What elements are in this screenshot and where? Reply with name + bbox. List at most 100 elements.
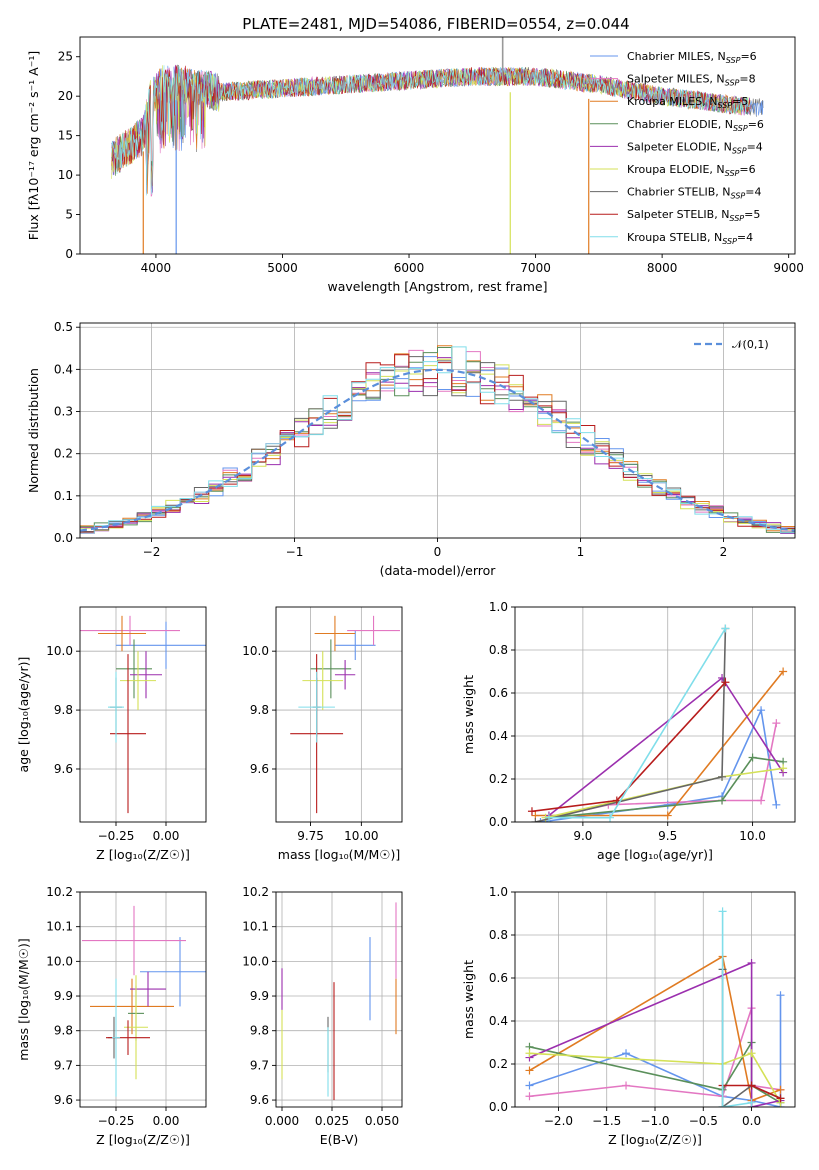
weight-line-chabrier-stelib [535, 628, 727, 822]
weight-marker [718, 1103, 727, 1107]
weight-line-salpeter-elodie [529, 961, 781, 1107]
y-tick-label: 9.6 [54, 762, 73, 776]
y-tick-label: 0.0 [489, 1100, 508, 1114]
y-axis-label: mass [log₁₀(M/M☉)] [16, 938, 31, 1060]
x-tick-label: 9000 [773, 261, 804, 275]
x-axis-label: age [log₁₀(age/yr)] [597, 847, 713, 862]
errorbar-point [130, 651, 162, 699]
y-axis-label: mass weight [461, 960, 476, 1039]
weight-marker [531, 818, 540, 822]
y-tick-label: 0.2 [489, 772, 508, 786]
weight-marker [718, 772, 727, 781]
weight-marker [747, 1081, 756, 1090]
x-tick-label: 1 [577, 545, 585, 559]
errorbar-point [116, 639, 152, 699]
y-tick-label: 9.6 [54, 1093, 73, 1107]
spectrum-plot-area [111, 37, 764, 254]
weight-marker [718, 907, 727, 916]
residual_hist-panel: 𝒩(0,1) −2 −1 0 1 2 0.0 0.1 0.2 0.3 0.4 0.5 (data-mod… [26, 320, 796, 578]
x-tick-label: 0 [434, 545, 442, 559]
errorbar-point [82, 905, 186, 976]
legend-label: Chabrier MILES, NSSP=6 [627, 50, 757, 65]
weight-marker [622, 1049, 631, 1058]
weight-line-chabrier-elodie [548, 756, 784, 819]
x-tick-label: 0.025 [315, 1114, 349, 1128]
weight-marker [779, 667, 788, 676]
weight-marker [779, 764, 788, 773]
x-tick-label: −2.0 [544, 1114, 573, 1128]
errorbar-point [80, 615, 180, 646]
y-tick-label: 1.0 [489, 885, 508, 899]
x-axis-label: Z [log₁₀(Z/Z☉)] [96, 847, 190, 862]
weight-marker [721, 624, 730, 633]
y-tick-label: 9.7 [54, 1058, 73, 1072]
y-tick-label: 9.6 [250, 762, 269, 776]
y-tick-label: 9.8 [250, 1024, 269, 1038]
weight-marker [776, 1085, 785, 1094]
errorbar-point [116, 621, 206, 669]
errorbar-point [334, 630, 376, 661]
errorbar-point [98, 615, 146, 652]
weight-marker [757, 796, 766, 805]
y-tick-label: 0.3 [54, 405, 73, 419]
legend-label: Salpeter ELODIE, NSSP=4 [627, 140, 763, 155]
y-tick-label: 0.4 [489, 729, 508, 743]
age_vs_mass-plot-area [290, 615, 400, 814]
weight-marker [748, 753, 757, 762]
errorbar-point [302, 651, 344, 711]
y-tick-label: 0.0 [489, 815, 508, 829]
x-tick-label: −1 [286, 545, 304, 559]
weight-marker [622, 1081, 631, 1090]
weight-marker [721, 678, 730, 687]
y-tick-label: 9.8 [54, 1024, 73, 1038]
errorbar-point [347, 615, 400, 646]
figure-title: PLATE=2481, MJD=54086, FIBERID=0554, z=0… [242, 15, 629, 33]
weight-marker [663, 811, 672, 820]
errorbar-point [112, 978, 120, 1097]
y-tick-label: 0.8 [489, 928, 508, 942]
weight-marker [525, 1092, 534, 1101]
y-tick-label: 0.6 [489, 971, 508, 985]
errorbar-point [108, 671, 124, 743]
y-tick-label: 9.8 [250, 703, 269, 717]
legend-label: Salpeter STELIB, NSSP=5 [627, 208, 760, 223]
spectrum-panel: Chabrier MILES, NSSP=6 Salpeter MILES, NS… [26, 36, 804, 294]
age_vs_Z-frame [79, 606, 207, 823]
mass_weight_vs_age-panel: 9.0 9.5 10.0 0.0 0.2 0.4 0.6 0.8 1.0 age [log₁₀(a… [461, 600, 796, 862]
x-tick-label: −1.5 [592, 1114, 621, 1128]
y-tick-label: 0 [65, 247, 73, 261]
residual_hist-plot-area [80, 345, 795, 536]
y-tick-label: 0.2 [489, 1057, 508, 1071]
errorbar-point [334, 660, 356, 690]
weight-marker [776, 1094, 785, 1103]
age_vs_mass-frame [275, 606, 403, 823]
weight-marker [612, 796, 621, 805]
x-axis-label: (data-model)/error [380, 563, 497, 578]
weight-marker [525, 1066, 534, 1075]
x-tick-label: 2 [720, 545, 728, 559]
y-tick-label: 9.6 [250, 1093, 269, 1107]
x-tick-label: −0.25 [98, 1114, 135, 1128]
x-tick-label: −0.5 [689, 1114, 718, 1128]
y-tick-label: 10.1 [242, 920, 269, 934]
weight-line-kroupa-stelib [721, 911, 752, 1107]
errorbar-point [110, 654, 146, 814]
y-axis-label: Flux [fλ10⁻¹⁷ erg cm⁻² s⁻¹ A⁻¹] [26, 51, 41, 240]
x-tick-label: −2 [143, 545, 161, 559]
y-axis-label: age [log₁₀(age/yr)] [16, 657, 31, 773]
x-tick-label: 9.75 [297, 829, 324, 843]
errorbar-point [298, 671, 335, 743]
y-tick-label: 9.7 [250, 1058, 269, 1072]
mass_weight_vs_Z-panel: −2.0 −1.5 −1.0 −0.5 0.0 0.0 0.2 0.4 0.6 0.8 1.0 Z [… [461, 885, 796, 1147]
x-tick-label: −0.25 [98, 829, 135, 843]
weight-marker [747, 1049, 756, 1058]
weight-marker [525, 1081, 534, 1090]
weight-marker [525, 1049, 534, 1058]
x-tick-label: 10.0 [739, 829, 766, 843]
legend-label: Kroupa ELODIE, NSSP=6 [627, 163, 756, 178]
mass_vs_ebv-plot-area [281, 902, 397, 1101]
mass_vs_ebv-frame [275, 891, 403, 1108]
y-tick-label: 1.0 [489, 600, 508, 614]
x-tick-label: −1.0 [640, 1114, 669, 1128]
